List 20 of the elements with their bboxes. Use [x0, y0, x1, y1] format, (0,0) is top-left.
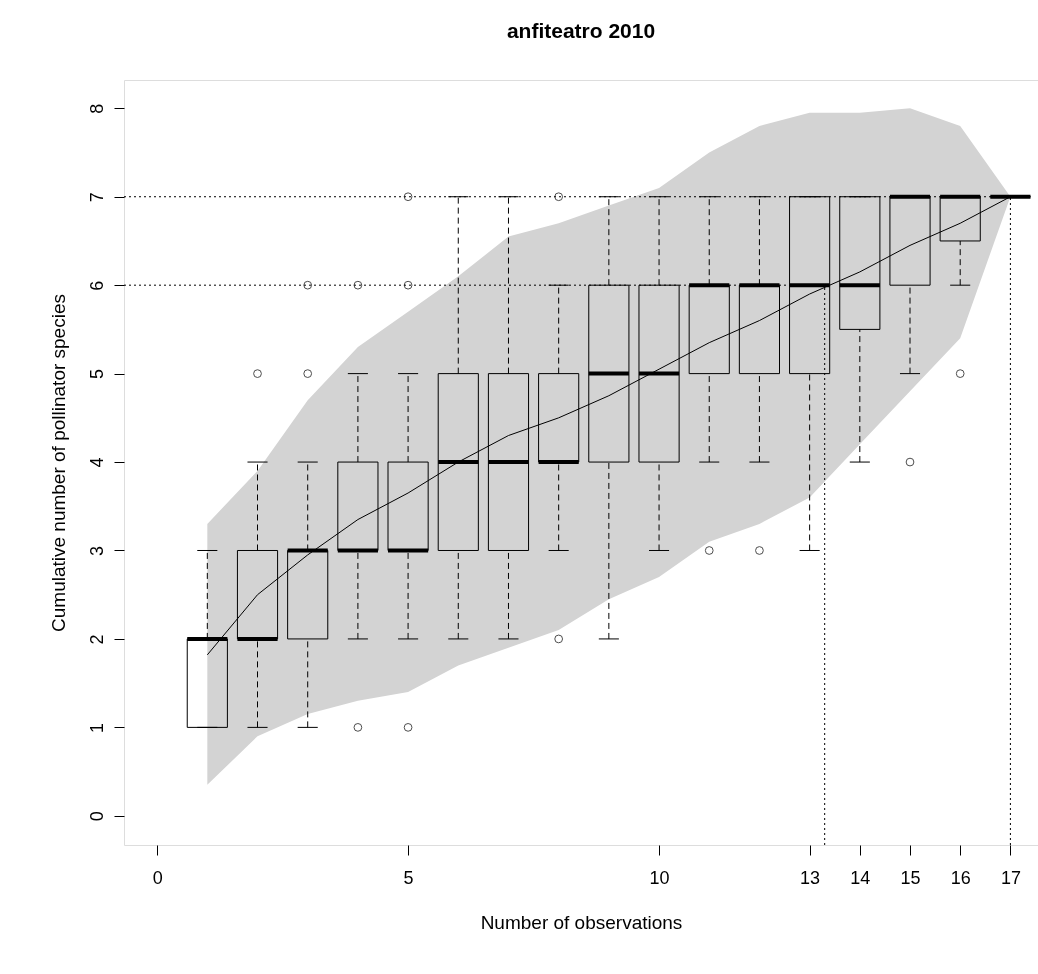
y-tick-label: 2 [86, 634, 107, 645]
x-axis-title: Number of observations [480, 911, 683, 933]
y-tick-label: 0 [86, 811, 107, 822]
x-tick-label: 0 [152, 867, 163, 888]
x-tick-label: 13 [800, 867, 821, 888]
y-tick-label: 1 [86, 722, 107, 733]
x-tick-label: 5 [403, 867, 414, 888]
x-tick-label: 10 [649, 867, 670, 888]
y-axis-title: Cumulative number of pollinator species [47, 294, 69, 632]
y-tick-label: 5 [86, 369, 107, 380]
y-tick-label: 7 [86, 192, 107, 203]
y-tick-label: 6 [86, 280, 107, 291]
chart-title: anfiteatro 2010 [506, 19, 656, 42]
y-tick-label: 3 [86, 545, 107, 556]
x-tick-label: 14 [850, 867, 871, 888]
x-tick-label: 17 [1000, 867, 1021, 888]
x-tick-label: 15 [900, 867, 921, 888]
y-tick-label: 4 [86, 457, 107, 468]
y-tick-label: 8 [86, 103, 107, 114]
x-tick-label: 16 [950, 867, 971, 888]
